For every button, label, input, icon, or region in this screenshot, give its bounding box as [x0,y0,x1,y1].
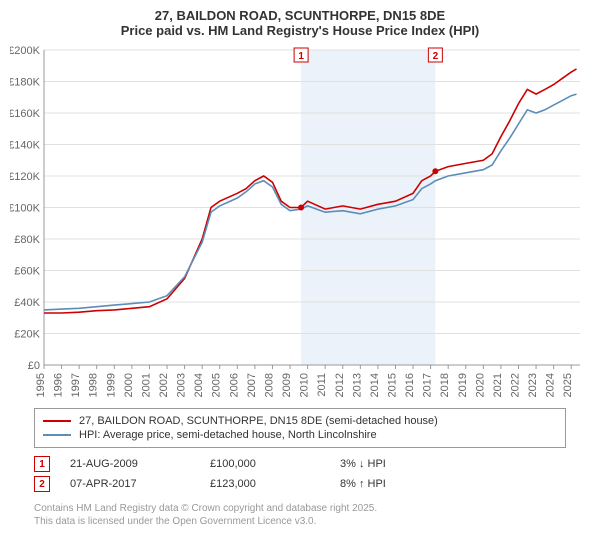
marker-price: £123,000 [210,478,320,490]
svg-text:2002: 2002 [158,373,170,397]
svg-text:2020: 2020 [474,373,486,397]
footer: Contains HM Land Registry data © Crown c… [34,502,566,528]
legend-item: 27, BAILDON ROAD, SCUNTHORPE, DN15 8DE (… [43,415,557,427]
svg-text:2003: 2003 [176,373,188,397]
legend: 27, BAILDON ROAD, SCUNTHORPE, DN15 8DE (… [34,408,566,448]
legend-item: HPI: Average price, semi-detached house,… [43,429,557,441]
marker-row: 2 07-APR-2017 £123,000 8% ↑ HPI [34,474,566,494]
svg-text:2024: 2024 [545,373,557,397]
svg-text:£20K: £20K [14,329,40,341]
svg-text:1998: 1998 [88,373,100,397]
svg-text:1997: 1997 [70,373,82,397]
marker-row: 1 21-AUG-2009 £100,000 3% ↓ HPI [34,454,566,474]
marker-delta: 8% ↑ HPI [340,478,386,490]
marker-table: 1 21-AUG-2009 £100,000 3% ↓ HPI 2 07-APR… [34,454,566,494]
svg-text:£60K: £60K [14,266,40,278]
footer-line: Contains HM Land Registry data © Crown c… [34,502,566,515]
svg-text:2015: 2015 [386,373,398,397]
chart-container: 27, BAILDON ROAD, SCUNTHORPE, DN15 8DE P… [0,0,600,560]
svg-text:£140K: £140K [10,140,41,152]
svg-text:2: 2 [433,51,439,62]
legend-swatch-red [43,420,71,422]
svg-text:2004: 2004 [193,373,205,397]
chart-subtitle: Price paid vs. HM Land Registry's House … [0,23,600,38]
svg-text:£40K: £40K [14,297,40,309]
marker-price: £100,000 [210,458,320,470]
svg-text:2011: 2011 [316,373,328,397]
marker-date: 21-AUG-2009 [70,458,190,470]
svg-text:£100K: £100K [10,203,41,215]
svg-text:2021: 2021 [492,373,504,397]
marker-date: 07-APR-2017 [70,478,190,490]
svg-text:2007: 2007 [246,373,258,397]
chart-svg: £0 £20K £40K £60K £80K £100K £120K £140K £160K £1… [10,42,590,402]
svg-text:2001: 2001 [140,373,152,397]
svg-text:£200K: £200K [10,45,41,57]
svg-text:2009: 2009 [281,373,293,397]
svg-text:2022: 2022 [509,373,521,397]
svg-text:2018: 2018 [439,373,451,397]
footer-line: This data is licensed under the Open Gov… [34,515,566,528]
legend-label: HPI: Average price, semi-detached house,… [79,429,377,441]
svg-text:1996: 1996 [53,373,65,397]
svg-text:1995: 1995 [35,373,47,397]
marker-delta: 3% ↓ HPI [340,458,386,470]
svg-text:2016: 2016 [404,373,416,397]
chart-title: 27, BAILDON ROAD, SCUNTHORPE, DN15 8DE [0,8,600,23]
svg-text:2012: 2012 [334,373,346,397]
svg-text:£160K: £160K [10,108,41,120]
svg-text:2019: 2019 [457,373,469,397]
marker-badge: 2 [34,476,50,492]
svg-text:2023: 2023 [527,373,539,397]
svg-text:£120K: £120K [10,171,41,183]
svg-text:£0: £0 [28,360,40,372]
svg-text:2025: 2025 [562,373,574,397]
svg-text:2014: 2014 [369,373,381,397]
legend-swatch-blue [43,434,71,436]
svg-text:£180K: £180K [10,77,41,89]
svg-text:2005: 2005 [211,373,223,397]
chart-plot: £0 £20K £40K £60K £80K £100K £120K £140K £160K £1… [10,42,590,402]
legend-label: 27, BAILDON ROAD, SCUNTHORPE, DN15 8DE (… [79,415,438,427]
svg-text:2013: 2013 [351,373,363,397]
svg-text:2000: 2000 [123,373,135,397]
svg-text:2017: 2017 [422,373,434,397]
marker-badge: 1 [34,456,50,472]
svg-text:1999: 1999 [105,373,117,397]
svg-text:2010: 2010 [299,373,311,397]
svg-text:2008: 2008 [263,373,275,397]
svg-text:1: 1 [298,51,304,62]
svg-text:2006: 2006 [228,373,240,397]
svg-text:£80K: £80K [14,234,40,246]
